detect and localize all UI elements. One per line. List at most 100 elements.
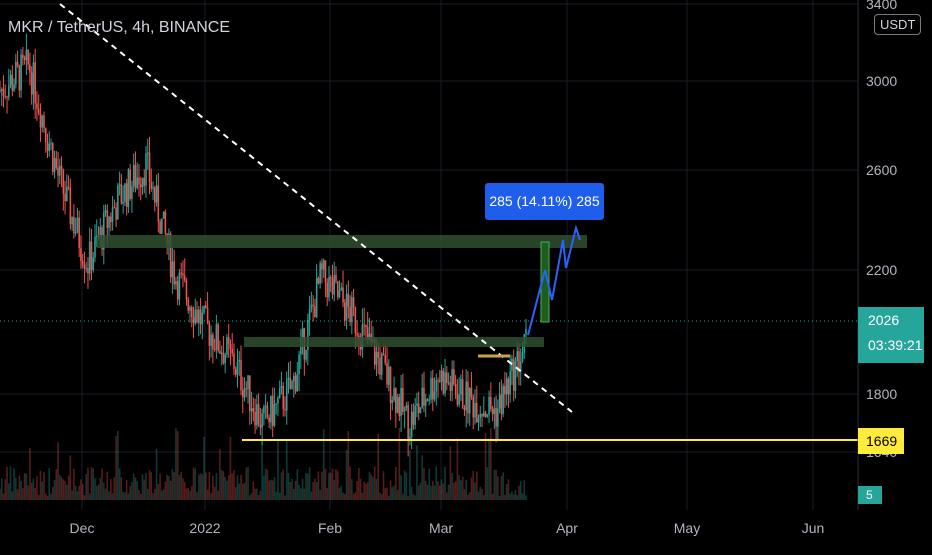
candle-body xyxy=(282,386,285,410)
volume-bar xyxy=(138,489,140,500)
candle-body xyxy=(175,281,177,285)
candle-body xyxy=(74,232,77,234)
volume-bar xyxy=(370,474,372,500)
volume-bar xyxy=(395,466,397,500)
candle-body xyxy=(407,405,409,441)
candle-body xyxy=(525,328,527,335)
candle-body xyxy=(243,388,246,398)
candle-body xyxy=(182,273,184,276)
candle-body xyxy=(11,74,14,91)
candle-body xyxy=(81,260,84,265)
volume-bar xyxy=(192,467,195,500)
candle-body xyxy=(117,185,119,220)
volume-bar xyxy=(243,482,246,500)
candle-body xyxy=(104,210,107,213)
volume-bar xyxy=(164,481,167,500)
volume-bar xyxy=(382,471,385,500)
volume-bar xyxy=(310,491,313,500)
volume-bar xyxy=(361,492,364,500)
currency-badge[interactable]: USDT xyxy=(874,14,922,35)
candle-body xyxy=(87,267,89,274)
volume-bar xyxy=(324,468,327,500)
volume-bar xyxy=(224,476,226,500)
volume-bar xyxy=(366,482,369,500)
volume-bar xyxy=(398,427,401,500)
candle-body xyxy=(329,276,332,279)
volume-bar xyxy=(215,473,218,500)
volume-bar xyxy=(53,479,56,500)
volume-bar xyxy=(426,484,429,500)
candle-body xyxy=(169,233,172,278)
candle-body xyxy=(423,387,425,406)
volume-bar xyxy=(117,430,119,500)
volume-bar xyxy=(379,492,381,500)
volume-bar xyxy=(92,468,95,500)
candle-body xyxy=(92,257,95,270)
volume-bar xyxy=(157,484,160,500)
candle-body xyxy=(44,127,47,142)
volume-bar xyxy=(289,482,292,500)
candle-body xyxy=(514,361,517,391)
volume-bar xyxy=(326,488,329,500)
candle-body xyxy=(256,404,258,426)
volume-bar xyxy=(51,486,54,500)
candle-body xyxy=(32,62,35,95)
candle-body xyxy=(435,380,438,392)
candle-body xyxy=(354,307,357,334)
candle-body xyxy=(328,276,330,298)
candle-body xyxy=(185,280,188,300)
volume-bar xyxy=(345,449,348,500)
support-level-value: 1669 xyxy=(866,433,898,449)
volume-bar xyxy=(176,431,179,500)
candle-body xyxy=(37,108,40,113)
volume-bar xyxy=(296,469,299,500)
candle-body xyxy=(298,354,300,375)
volume-bar xyxy=(458,475,460,500)
volume-bar xyxy=(391,487,394,500)
volume-bar xyxy=(493,469,496,500)
candle-body xyxy=(36,103,38,109)
volume-bar xyxy=(249,495,251,500)
volume-bar xyxy=(525,495,527,500)
candle-body xyxy=(106,210,109,228)
candle-body xyxy=(108,216,110,228)
candle-body xyxy=(146,152,149,154)
candle-body xyxy=(292,375,295,382)
candle-body xyxy=(141,177,144,188)
candle-body xyxy=(227,337,230,345)
candle-body xyxy=(134,164,137,189)
volume-bar xyxy=(328,472,330,500)
volume-bar xyxy=(453,482,455,500)
candle-body xyxy=(80,248,82,261)
volume-bar xyxy=(354,492,357,500)
volume-bar xyxy=(16,489,19,500)
volume-bar xyxy=(11,491,14,500)
candle-body xyxy=(518,351,520,372)
horizontal-grid xyxy=(0,3,858,453)
candle-body xyxy=(412,411,415,425)
volume-bar xyxy=(347,431,350,500)
candle-body xyxy=(76,217,79,233)
volume-bar xyxy=(482,495,485,500)
volume-bar xyxy=(30,482,33,500)
volume-bar xyxy=(219,449,221,500)
candle-body xyxy=(131,186,133,199)
candle-body xyxy=(312,304,314,307)
volume-bar xyxy=(322,429,325,500)
candle-body xyxy=(161,218,163,234)
volume-bar xyxy=(497,476,499,500)
volume-bar xyxy=(108,491,110,500)
volume-bar xyxy=(285,438,288,500)
candle-body xyxy=(433,391,436,400)
candle-body xyxy=(190,307,193,318)
volume-bar xyxy=(141,474,144,500)
price-tick-label: 2600 xyxy=(866,162,897,178)
volume-bar xyxy=(152,493,154,500)
candle-body xyxy=(16,61,19,66)
candle-body xyxy=(145,153,147,186)
candle-body xyxy=(463,407,466,411)
candle-body xyxy=(284,409,286,411)
volume-bar xyxy=(352,493,355,500)
